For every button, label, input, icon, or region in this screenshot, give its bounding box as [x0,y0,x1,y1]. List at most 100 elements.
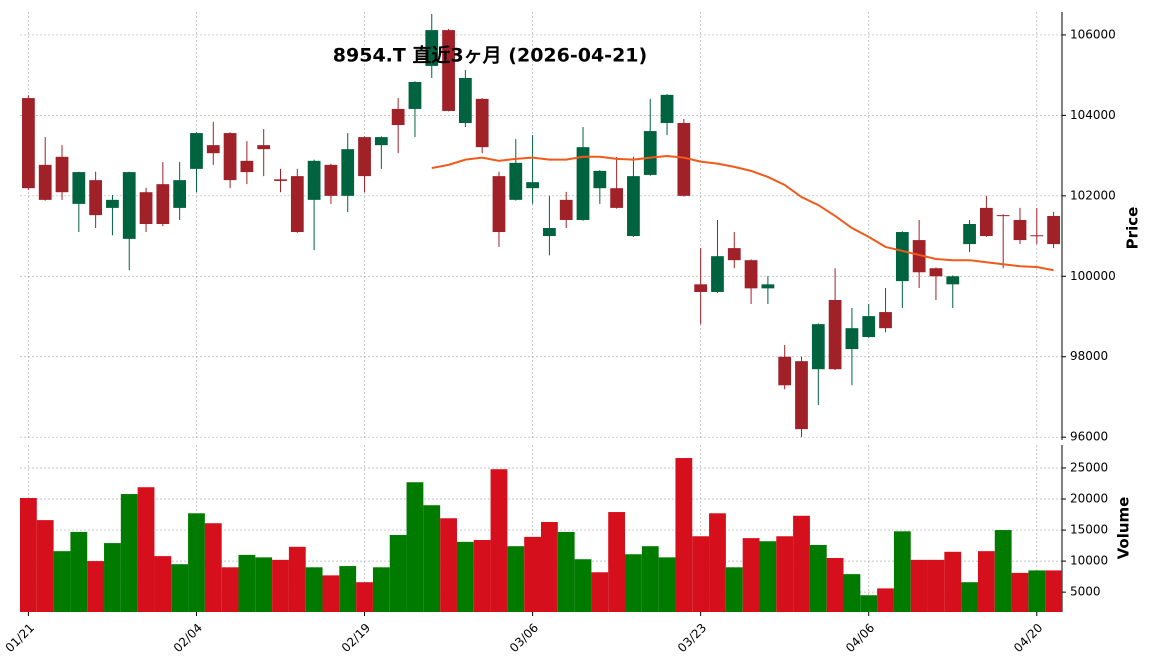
candle-body [442,30,455,111]
volume-bar [87,561,105,612]
volume-bar [288,546,306,612]
volume-bar [893,531,911,612]
candle-body [694,284,708,292]
volume-bar [641,546,659,612]
volume-bar [339,566,357,612]
candle-body [576,147,590,220]
candle-body [458,77,472,124]
candle-body [660,94,674,124]
volume-bar [944,551,962,612]
volume-bar [204,523,222,612]
volume-bar [759,541,777,612]
candle-body [627,176,640,237]
candle-body [358,137,371,177]
candle-body [979,207,993,237]
candle-body [778,356,792,386]
candle-body [324,164,338,196]
volume-bar [843,574,861,612]
volume-bar [1011,572,1029,612]
candle-body [55,156,69,193]
y-tick-label: 98000 [1070,349,1108,363]
candle-body [374,137,388,146]
volume-bar [104,543,121,612]
volume-bar [524,536,541,612]
candle-body [274,179,287,181]
y-tick-label: 100000 [1070,269,1116,283]
y-tick-label: 96000 [1070,430,1108,444]
volume-bar [423,505,441,612]
candle-body [946,276,960,285]
x-tick-label: 02/04 [171,621,205,655]
volume-bar [557,531,575,612]
volume-bar [356,582,373,612]
volume-tick-label: 15000 [1070,523,1108,537]
volume-bar [994,530,1012,612]
candle-body [290,176,304,233]
volume-bar [709,513,726,612]
volume-bar [692,536,710,612]
candle-body [408,81,422,109]
candle-body [711,256,724,292]
x-tick-label: 03/23 [675,621,709,655]
candle-body [593,170,607,189]
candle-body [811,324,825,370]
volume-bar [826,557,844,612]
x-tick-label: 02/19 [339,621,373,655]
candle-body [475,98,489,148]
volume-bar [171,564,189,612]
x-tick-label: 04/06 [843,621,877,655]
volume-bar [574,559,592,612]
candle-body [795,361,808,430]
volume-bar [70,531,88,612]
candle-body [1013,219,1027,241]
candle-body [139,192,153,224]
candle-body [643,131,657,175]
candle-body [72,172,86,204]
volume-bar [490,469,508,612]
volume-bar [1045,570,1062,612]
volume-bar [625,554,642,612]
candle-body [509,162,523,200]
volume-bar [406,482,424,612]
volume-bar [473,539,491,612]
volume-bar [910,559,928,612]
volume-bar [1028,570,1046,612]
candle-body [240,160,254,173]
candle-body [122,172,136,239]
volume-bar [272,559,289,612]
x-tick-label: 01/21 [3,621,37,655]
volume-bar [658,557,676,612]
candle-body [610,188,624,208]
volume-bar [305,567,323,612]
candle-body [156,184,170,224]
candle-body [257,145,271,150]
candle-body [761,284,775,289]
candle-body [106,199,119,208]
volume-bar [961,582,978,612]
volume-bar [927,559,945,612]
x-tick-label: 04/20 [1011,621,1045,655]
volume-bar [725,567,743,612]
volume-bar [591,572,609,612]
volume-bar [809,544,827,612]
candle-body [543,228,556,237]
candle-body [526,182,539,189]
candle-body [996,215,1010,217]
volume-tick-label: 25000 [1070,460,1108,474]
volume-bar [188,513,205,612]
candle-body [223,133,237,181]
volume-bar [541,521,558,612]
candle-body [929,268,943,277]
candle-body [744,260,758,289]
volume-bar [372,567,390,612]
candle-body [1030,235,1044,237]
volume-bar [137,487,155,612]
volume-bar [255,557,273,612]
candle-body [89,180,103,216]
volume-tick-label: 20000 [1070,492,1108,506]
volume-bar [675,458,693,612]
candle-body [1047,215,1060,245]
candle-body [492,176,506,233]
volume-bar [877,588,894,612]
